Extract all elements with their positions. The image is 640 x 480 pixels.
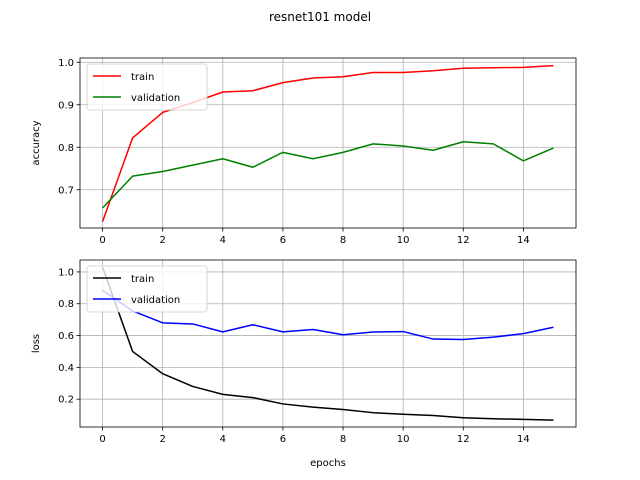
y-tick-label: 0.7 — [58, 185, 74, 196]
x-axis-label: epochs — [310, 458, 346, 469]
x-tick-label: 14 — [517, 434, 530, 445]
legend-label-train: train — [131, 274, 154, 285]
y-tick-label: 1.0 — [58, 58, 74, 69]
x-tick-label: 14 — [517, 235, 530, 246]
series-line-train — [101, 266, 554, 421]
x-tick-label: 0 — [99, 434, 105, 445]
x-tick-label: 2 — [159, 235, 165, 246]
x-tick-label: 8 — [340, 235, 346, 246]
x-tick-label: 2 — [159, 434, 165, 445]
legend-label-validation: validation — [131, 93, 180, 104]
x-tick-label: 8 — [340, 434, 346, 445]
loss-subplot: 0 2 4 6 8 10 12 14 0.2 0.4 0.6 0.8 1.0 loss epochs trai… — [31, 259, 577, 469]
x-tick-label: 10 — [397, 235, 410, 246]
x-tick-label: 12 — [457, 434, 470, 445]
axes-frame — [79, 57, 577, 229]
x-tick-label: 4 — [220, 235, 226, 246]
y-tick-label: 0.8 — [58, 299, 74, 310]
x-tick-label: 6 — [280, 235, 286, 246]
y-tick-label: 0.6 — [58, 331, 74, 342]
y-tick-label: 0.8 — [58, 143, 74, 154]
x-tick-label: 6 — [280, 434, 286, 445]
y-axis-label: accuracy — [31, 120, 42, 165]
legend-label-train: train — [131, 72, 154, 83]
y-tick-label: 1.0 — [58, 267, 74, 278]
y-axis-label: loss — [31, 334, 42, 353]
y-tick-label: 0.4 — [58, 363, 74, 374]
accuracy-subplot: 0 2 4 6 8 10 12 14 0.7 0.8 0.9 1.0 accuracy train vali… — [31, 57, 577, 246]
x-tick-label: 0 — [99, 235, 105, 246]
x-tick-label: 12 — [457, 235, 470, 246]
series-line-validation — [102, 289, 554, 341]
x-tick-label: 4 — [220, 434, 226, 445]
figure-title: resnet101 model — [269, 10, 371, 24]
legend-label-validation: validation — [131, 295, 180, 306]
x-tick-label: 10 — [397, 434, 410, 445]
y-tick-label: 0.2 — [58, 395, 74, 406]
y-tick-label: 0.9 — [58, 100, 74, 111]
series-line-validation — [102, 140, 554, 209]
axes-frame — [79, 259, 577, 428]
